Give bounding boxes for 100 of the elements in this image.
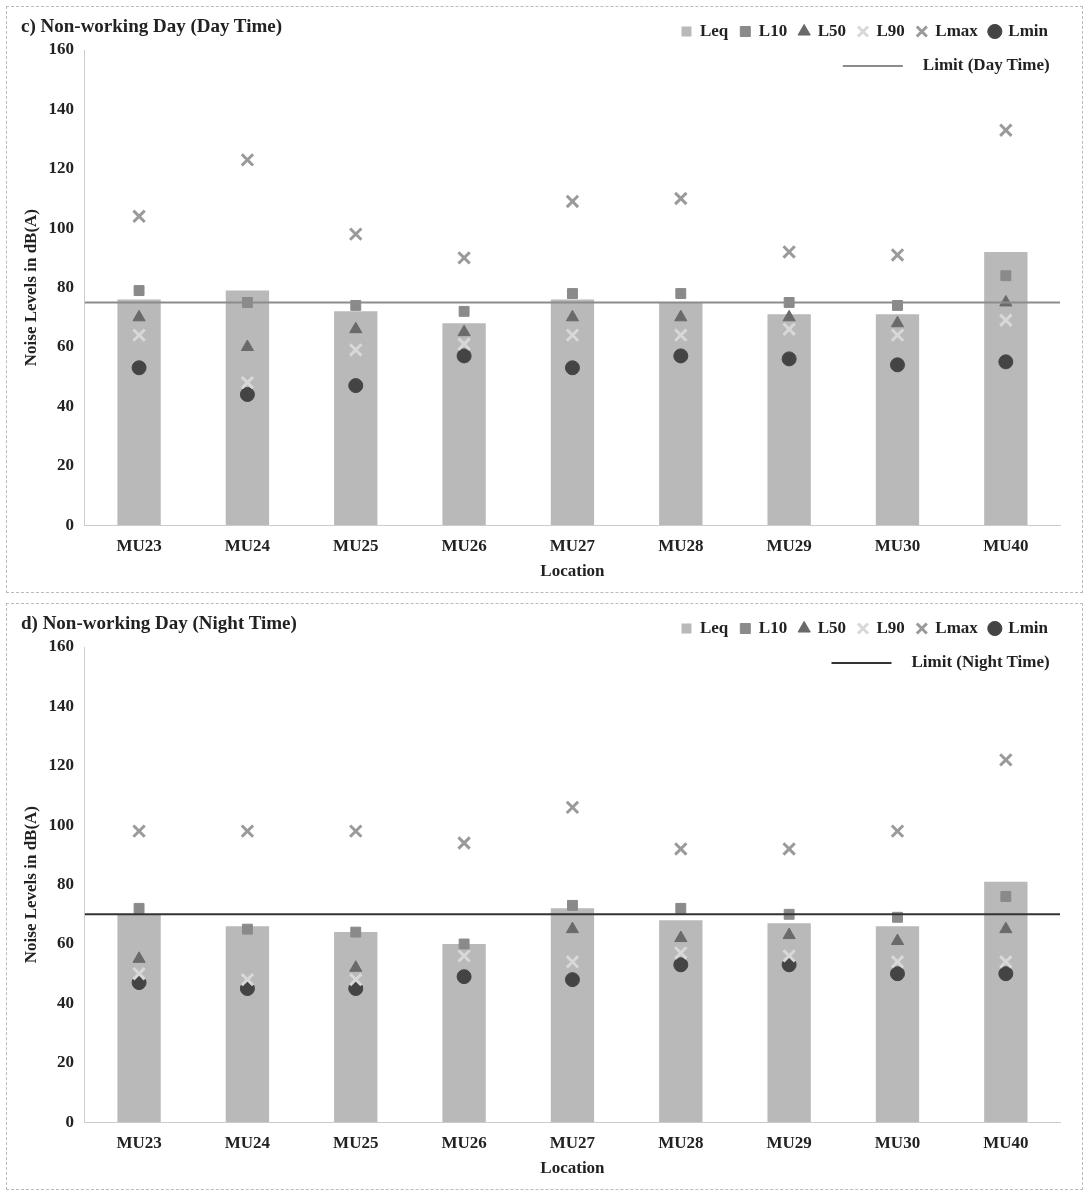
legend-label: Leq — [699, 20, 729, 40]
chart-title: d) Non-working Day (Night Time) — [21, 612, 297, 634]
y-tick-label: 160 — [48, 39, 74, 59]
x-tick-label: MU29 — [766, 535, 812, 555]
point — [240, 339, 254, 351]
y-tick-label: 160 — [48, 636, 74, 656]
y-tick-label: 40 — [56, 992, 74, 1012]
point — [673, 957, 689, 973]
point — [890, 933, 905, 946]
point — [890, 327, 905, 343]
point — [458, 938, 470, 950]
legend-label: L50 — [817, 617, 846, 637]
bar — [117, 914, 161, 1123]
x-tick-label: MU25 — [333, 535, 379, 555]
y-tick-label: 140 — [48, 695, 74, 715]
x-tick-label: MU25 — [333, 1132, 379, 1152]
point — [348, 972, 363, 987]
bar — [659, 920, 703, 1123]
point — [781, 351, 797, 367]
bar — [984, 881, 1028, 1123]
point — [673, 327, 688, 343]
point — [565, 309, 580, 322]
x-tick-label: MU30 — [874, 535, 921, 555]
point — [565, 954, 580, 969]
point — [674, 309, 688, 322]
legend-label: Lmin — [1008, 20, 1049, 40]
bar — [334, 932, 378, 1123]
point — [564, 360, 580, 376]
bar — [225, 926, 270, 1123]
point — [567, 899, 578, 911]
point — [890, 823, 905, 839]
point — [781, 948, 797, 964]
point — [239, 387, 255, 403]
legend-label: Limit (Day Time) — [922, 55, 1050, 75]
point — [999, 921, 1013, 934]
x-tick-label: MU30 — [874, 1132, 921, 1152]
y-tick-label: 140 — [48, 98, 74, 118]
bar — [117, 299, 161, 526]
point — [565, 194, 580, 209]
bar — [767, 314, 811, 526]
y-axis-title: Noise Levels in dB(A) — [20, 805, 40, 964]
point — [890, 247, 905, 263]
point — [131, 327, 147, 343]
y-tick-label: 0 — [65, 1111, 74, 1131]
point — [998, 354, 1014, 370]
legend-label: L90 — [876, 20, 905, 40]
point — [240, 152, 255, 168]
point — [673, 191, 688, 206]
bar — [550, 299, 595, 526]
point — [349, 960, 363, 972]
point — [1000, 270, 1012, 282]
legend-label: L10 — [758, 617, 788, 637]
y-tick-label: 60 — [56, 336, 74, 356]
point — [456, 835, 472, 851]
x-tick-label: MU29 — [766, 1132, 812, 1152]
bar — [984, 251, 1028, 526]
point — [456, 250, 472, 266]
y-tick-label: 80 — [56, 276, 74, 296]
point — [782, 309, 796, 322]
point — [781, 244, 797, 260]
y-tick-label: 120 — [48, 158, 74, 178]
legend-label: L50 — [817, 20, 846, 40]
point — [348, 226, 363, 242]
point — [675, 288, 687, 299]
point — [782, 927, 796, 940]
point — [673, 348, 689, 364]
point — [456, 336, 472, 352]
y-tick-label: 0 — [65, 514, 74, 534]
bar — [442, 323, 486, 526]
y-tick-label: 40 — [56, 395, 74, 415]
point — [349, 321, 363, 334]
y-tick-label: 100 — [48, 217, 74, 237]
legend-label: Leq — [699, 617, 729, 637]
x-tick-label: MU40 — [983, 1132, 1029, 1152]
point — [564, 972, 580, 988]
bar — [442, 944, 486, 1123]
x-tick-label: MU28 — [658, 1132, 704, 1152]
point — [890, 315, 905, 328]
point — [456, 969, 472, 985]
point — [348, 378, 364, 394]
point — [998, 313, 1013, 328]
legend-label: Lmin — [1008, 617, 1049, 637]
point — [567, 288, 578, 299]
point — [132, 309, 146, 322]
y-tick-label: 60 — [56, 933, 74, 953]
y-tick-label: 80 — [56, 873, 74, 893]
x-tick-label: MU26 — [441, 1132, 487, 1152]
point — [998, 752, 1013, 768]
point — [998, 954, 1013, 969]
point — [457, 324, 471, 337]
legend-label: L10 — [758, 20, 788, 40]
point — [456, 948, 472, 964]
point — [241, 923, 253, 935]
x-tick-label: MU40 — [983, 535, 1029, 555]
legend-label: L90 — [876, 617, 905, 637]
point — [240, 375, 255, 390]
point — [131, 360, 147, 376]
y-tick-label: 20 — [56, 455, 74, 475]
point — [132, 951, 146, 963]
point — [350, 926, 362, 938]
